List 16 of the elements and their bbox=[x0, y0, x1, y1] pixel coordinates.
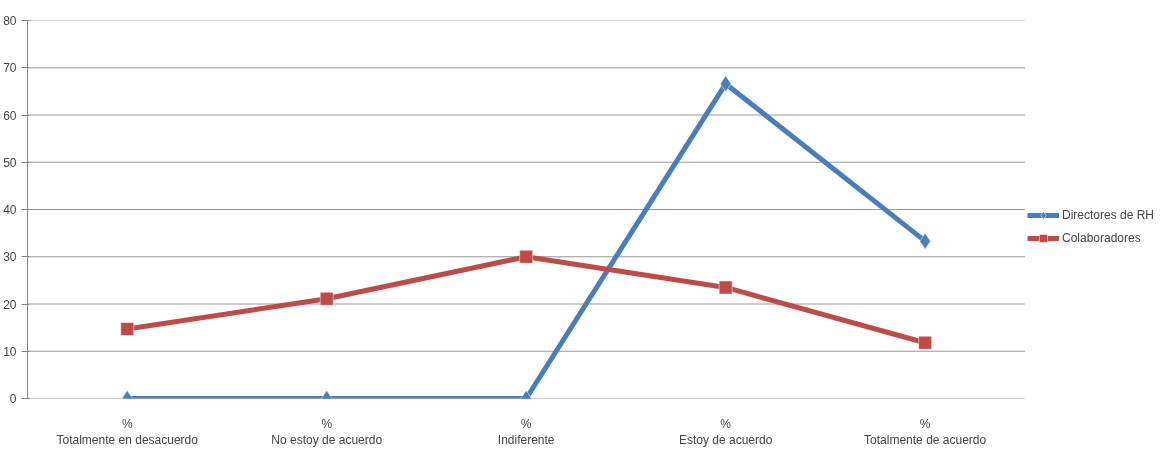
x-tick-label: % No estoy de acuerdo bbox=[271, 416, 383, 448]
y-tick-label: 60 bbox=[3, 108, 17, 123]
y-tick-label: 40 bbox=[3, 203, 17, 217]
y-tick-label: 70 bbox=[3, 61, 17, 76]
x-tick-label: % Totalmente en desacuerdo bbox=[56, 416, 199, 448]
y-tick-label: 0 bbox=[9, 392, 17, 406]
y-tick-label: 10 bbox=[3, 344, 17, 359]
y-tick-label: 20 bbox=[3, 297, 17, 312]
x-tick-label: % Indiferente bbox=[497, 416, 555, 448]
x-tick-label: % Totalmente de acuerdo bbox=[864, 416, 987, 448]
legend-label: Directores de RH bbox=[1062, 208, 1155, 222]
legend-label: Colaboradores bbox=[1062, 231, 1141, 245]
y-tick-label: 50 bbox=[3, 155, 17, 170]
x-tick-label: % Estoy de acuerdo bbox=[678, 416, 773, 448]
y-tick-label: 80 bbox=[3, 14, 17, 28]
y-tick-label: 30 bbox=[3, 250, 17, 265]
